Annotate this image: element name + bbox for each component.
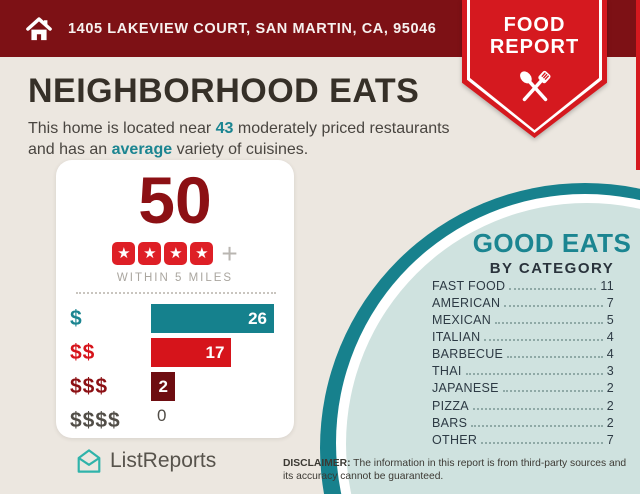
food-report-ribbon: FOOD REPORT — [462, 0, 607, 138]
price-tier-label: $ — [70, 306, 83, 330]
category-row: ITALIAN 4 — [432, 328, 614, 345]
star-icon: ★ — [112, 242, 136, 265]
dotted-leader — [495, 321, 603, 324]
restaurant-count: 50 — [138, 163, 212, 237]
category-label: BARBECUE — [432, 347, 504, 362]
category-row: OTHER 7 — [432, 431, 614, 448]
bar-track: 17 — [151, 338, 274, 367]
highlighted-value: 43 — [215, 120, 234, 137]
brand-name: ListReports — [110, 449, 217, 472]
price-tier-label: $$ — [70, 340, 96, 364]
page-title: NEIGHBORHOOD EATS — [28, 72, 420, 110]
category-count: 11 — [600, 278, 614, 293]
category-row: JAPANESE 2 — [432, 380, 614, 397]
category-label: THAI — [432, 364, 462, 379]
right-edge-red-stripe — [636, 0, 640, 170]
category-label: MEXICAN — [432, 312, 492, 327]
price-tier-label: $$$$ — [70, 408, 121, 432]
category-count: 4 — [606, 329, 614, 344]
star-icon: ★ — [190, 242, 214, 265]
category-count: 2 — [606, 381, 614, 396]
dotted-leader — [509, 287, 597, 290]
price-row: $$ 17 — [70, 338, 274, 367]
dotted-leader — [484, 338, 603, 341]
disclaimer-label: DISCLAIMER: — [283, 458, 351, 469]
category-label: FAST FOOD — [432, 278, 506, 293]
category-label: OTHER — [432, 432, 478, 447]
category-row: BARBECUE 4 — [432, 346, 614, 363]
ribbon-title-line2: REPORT — [489, 36, 580, 58]
dotted-leader — [481, 441, 603, 444]
category-row: BARS 2 — [432, 414, 614, 431]
radius-caption: WITHIN 5 MILES — [116, 272, 234, 284]
good-eats-subtitle: BY CATEGORY — [489, 260, 615, 277]
star-icon: ★ — [138, 242, 162, 265]
dotted-leader — [507, 356, 603, 359]
property-address: 1405 LAKEVIEW COURT, SAN MARTIN, CA, 950… — [68, 20, 437, 37]
category-count: 3 — [606, 364, 614, 379]
star-icon: ★ — [164, 242, 188, 265]
category-row: MEXICAN 5 — [432, 311, 614, 328]
disclaimer: DISCLAIMER: The information in this repo… — [283, 457, 629, 483]
category-count: 7 — [606, 432, 614, 447]
summary-sentence: This home is located near 43 moderately … — [28, 118, 463, 160]
plus-sign: + — [221, 238, 238, 269]
sentence-text: This home is located near — [28, 120, 216, 137]
dotted-leader — [502, 390, 603, 393]
bar-track: 2 — [151, 372, 274, 401]
category-label: BARS — [432, 415, 468, 430]
category-count: 5 — [606, 312, 614, 327]
category-row: PIZZA 2 — [432, 397, 614, 414]
category-label: AMERICAN — [432, 295, 501, 310]
price-tier-label: $$$ — [70, 374, 109, 398]
category-label: JAPANESE — [432, 381, 499, 396]
crossed-utensils-icon — [519, 70, 551, 102]
category-row: FAST FOOD 11 — [432, 277, 614, 294]
bar: 2 — [151, 372, 175, 401]
disclaimer-text: The information in this report is from t… — [283, 458, 627, 482]
score-card: 50 ★ ★ ★ ★ + WITHIN 5 MILES $26 $$ 17 $$$ 2 $$$$ 0 — [56, 160, 294, 438]
bar-value-zero: 0 — [157, 406, 167, 425]
category-count: 2 — [606, 398, 614, 413]
category-list: FAST FOOD 11 AMERICAN 7 MEXICAN 5 ITALIAN 4 BARB… — [432, 277, 614, 448]
category-row: THAI 3 — [432, 363, 614, 380]
category-count: 4 — [606, 347, 614, 362]
category-count: 7 — [606, 295, 614, 310]
dotted-leader — [465, 373, 603, 376]
sentence-text: variety of cuisines. — [172, 141, 309, 158]
bar: 26 — [151, 304, 274, 333]
house-icon — [26, 16, 52, 40]
bar: 17 — [151, 338, 232, 367]
brand-logo: ListReports — [76, 448, 216, 474]
price-row: $$$ 2 — [70, 372, 274, 401]
dotted-leader — [504, 304, 603, 307]
star-rating: ★ ★ ★ ★ + — [56, 238, 294, 269]
category-label: ITALIAN — [432, 329, 481, 344]
listreports-logo-icon — [77, 449, 101, 473]
category-label: PIZZA — [432, 398, 469, 413]
dotted-leader — [471, 424, 603, 427]
ribbon-title: FOOD REPORT — [462, 14, 607, 58]
dotted-leader — [472, 407, 603, 410]
good-eats-header: GOOD EATS BY CATEGORY — [452, 228, 640, 277]
category-row: AMERICAN 7 — [432, 294, 614, 311]
bar-track: 0 — [151, 406, 274, 435]
price-row: $$$$ 0 — [70, 406, 274, 435]
category-count: 2 — [606, 415, 614, 430]
sentence-text: moderately priced restaurants and has an — [28, 120, 450, 158]
good-eats-title: GOOD EATS — [472, 228, 632, 258]
highlighted-value: average — [111, 141, 173, 158]
price-row: $26 — [70, 304, 274, 333]
ribbon-title-line1: FOOD — [503, 14, 566, 36]
dotted-divider — [76, 292, 276, 294]
bar-track: 26 — [151, 304, 274, 333]
